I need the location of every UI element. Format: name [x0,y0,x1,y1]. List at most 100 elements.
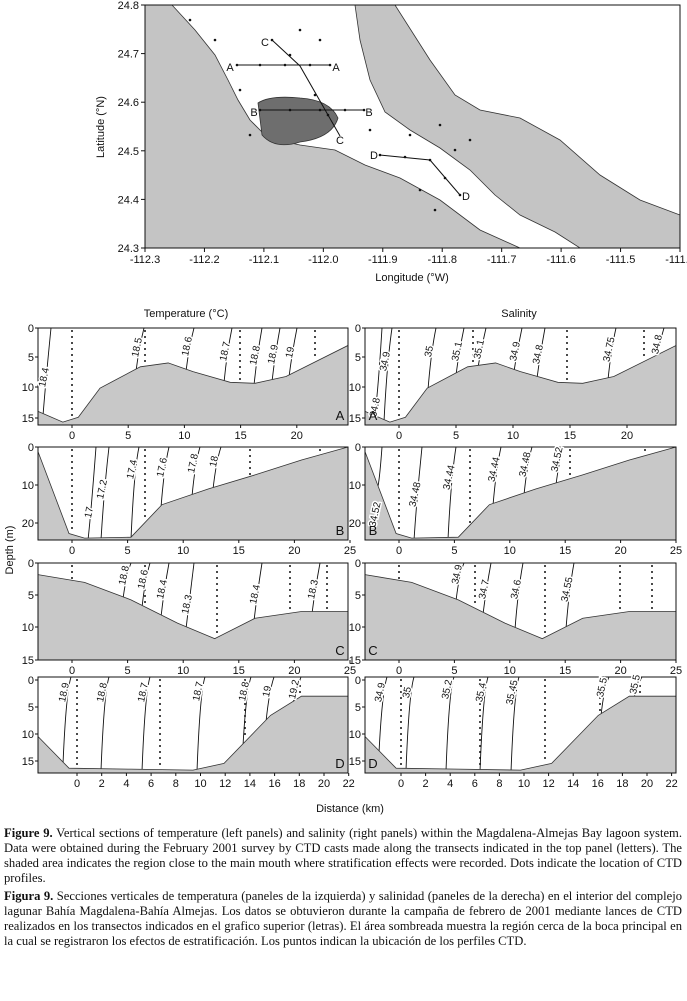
ctd-station [403,155,407,159]
ctd-sample [469,461,471,463]
ctd-sample [144,565,146,567]
ctd-sample [289,577,291,579]
ctd-sample [400,733,402,735]
ctd-sample [398,366,400,368]
ctd-sample [651,601,653,603]
ctd-sample [469,515,471,517]
ctd-sample [544,685,546,687]
ctd-sample [159,757,161,759]
ctd-sample [144,473,146,475]
ctd-sample [144,601,146,603]
ctd-sample [144,583,146,585]
distance-tick-label: 10 [504,545,516,557]
depth-tick-label: 5 [355,352,361,364]
distance-tick-label: 20 [288,545,300,557]
contour-line [135,327,145,372]
ctd-sample [244,703,246,705]
ctd-sample [544,613,546,615]
map-frame [144,4,681,249]
contour-line [191,446,201,497]
ctd-sample [71,408,73,410]
distance-tick-label: 16 [268,778,280,790]
contour-line [271,327,281,382]
ctd-sample [398,348,400,350]
ctd-sample [651,583,653,585]
ctd-sample [144,348,146,350]
distance-tick-label: 2 [99,778,105,790]
ctd-sample [76,733,78,735]
ctd-sample [398,503,400,505]
contour-line [607,327,617,380]
ctd-sample [76,757,78,759]
panel-letter: D [368,756,377,771]
contour-line [223,327,233,383]
ctd-sample [144,449,146,451]
distance-tick-label: 15 [233,545,245,557]
ctd-sample [76,691,78,693]
ctd-sample [314,354,316,356]
depth-tick-label: 0 [355,442,361,454]
ctd-sample [71,336,73,338]
ctd-sample [566,360,568,362]
ctd-sample [244,709,246,711]
depth-tick-label: 10 [349,382,361,394]
depth-tick-label: 5 [28,352,34,364]
ctd-sample [71,527,73,529]
ctd-sample [249,455,251,457]
ctd-sample [216,565,218,567]
panel-letter: B [369,523,378,538]
ctd-sample [544,697,546,699]
ctd-sample [469,455,471,457]
distance-tick-label: 25 [670,665,682,677]
depth-tick-label: 10 [22,729,34,741]
ctd-sample [398,414,400,416]
ctd-sample [71,342,73,344]
ctd-sample [469,449,471,451]
ctd-sample [472,330,474,332]
ctd-sample [71,396,73,398]
depth-tick-label: 0 [28,675,34,687]
ctd-sample [144,589,146,591]
ctd-sample [569,467,571,469]
ctd-sample [469,503,471,505]
ctd-sample [400,757,402,759]
distance-tick-label: 5 [453,430,459,442]
ctd-sample [398,467,400,469]
ctd-sample [469,479,471,481]
ctd-sample [400,697,402,699]
ctd-station [258,108,262,112]
ctd-station [270,38,274,42]
ctd-station [313,93,317,97]
ctd-sample [544,715,546,717]
ctd-station [443,176,447,180]
ctd-sample [398,565,400,567]
ctd-sample [472,354,474,356]
depth-tick-label: 5 [28,590,34,602]
ctd-sample [244,697,246,699]
panel-frame [37,562,349,661]
ctd-sample [398,491,400,493]
ctd-sample [159,721,161,723]
contour-line [373,327,383,418]
ctd-sample [398,497,400,499]
ctd-sample [144,571,146,573]
ctd-sample [71,378,73,380]
caption-text: Secciones verticales de temperatura (pan… [4,889,682,948]
ctd-sample [469,485,471,487]
ctd-sample [544,679,546,681]
depth-tick-label: 0 [28,558,34,570]
ctd-sample [469,497,471,499]
caption-label: Figure 9. [4,826,53,840]
ctd-sample [469,521,471,523]
distance-tick-label: 14 [244,778,256,790]
ctd-sample [144,503,146,505]
ctd-sample [472,342,474,344]
ctd-sample [599,679,601,681]
distance-tick-label: 12 [219,778,231,790]
ctd-station [368,128,372,132]
ctd-sample [643,348,645,350]
ctd-sample [144,577,146,579]
ctd-sample [71,491,73,493]
ctd-sample [71,330,73,332]
ctd-sample [400,691,402,693]
